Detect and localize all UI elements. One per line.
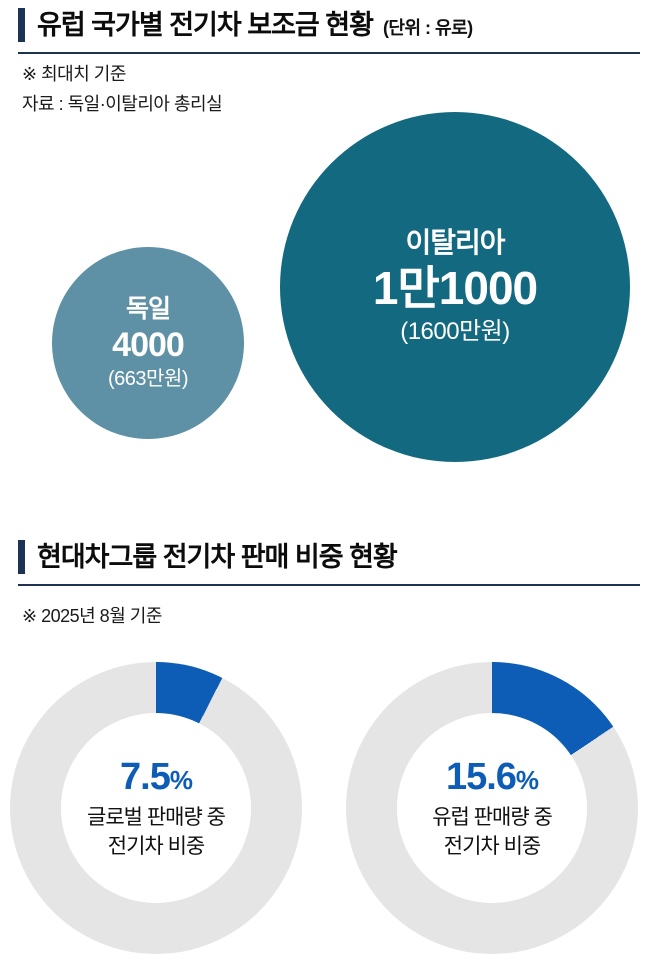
donut-global-share: 7.5% 글로벌 판매량 중 전기차 비중 — [10, 662, 302, 954]
bubble-germany-value: 4000 — [112, 326, 185, 364]
donut-europe-label-1: 유럽 판매량 중 — [432, 805, 553, 829]
section1-note: ※ 최대치 기준 — [22, 64, 126, 84]
section2-title-row: 현대차그룹 전기차 판매 비중 현황 — [18, 540, 640, 574]
bubble-italy-name: 이탈리아 — [405, 227, 505, 258]
donut-global-percent-number: 7.5 — [120, 755, 171, 798]
bubble-italy: 이탈리아 1만1000 (1600만원) — [280, 112, 630, 462]
donut-europe-percent-sign: % — [515, 764, 539, 795]
donut-europe-percent-number: 15.6 — [445, 755, 517, 798]
donut-global-label-2: 전기차 비중 — [107, 834, 205, 858]
bubble-germany-krw: (663만원) — [108, 368, 189, 390]
donut-global-center: 7.5% 글로벌 판매량 중 전기차 비중 — [61, 713, 251, 903]
bubble-italy-krw: (1600만원) — [400, 318, 510, 345]
bubble-germany-name: 독일 — [125, 295, 171, 323]
section2-header: 현대차그룹 전기차 판매 비중 현황 — [18, 540, 640, 586]
section1-header: 유럽 국가별 전기차 보조금 현황 (단위 : 유로) — [18, 8, 640, 54]
donut-europe-label-2: 전기차 비중 — [443, 834, 541, 858]
donut-europe-center: 15.6% 유럽 판매량 중 전기차 비중 — [397, 713, 587, 903]
bubble-italy-value: 1만1000 — [372, 262, 538, 314]
section1-unit: (단위 : 유로) — [382, 18, 473, 38]
section1-title-row: 유럽 국가별 전기차 보조금 현황 (단위 : 유로) — [18, 8, 640, 42]
section1-source: 자료 : 독일·이탈리아 총리실 — [22, 94, 223, 114]
donut-global-percent-sign: % — [169, 764, 193, 795]
section1-title: 유럽 국가별 전기차 보조금 현황 — [37, 10, 374, 40]
section2-note: ※ 2025년 8월 기준 — [22, 606, 162, 626]
section2-title: 현대차그룹 전기차 판매 비중 현황 — [37, 542, 398, 572]
donut-global-label-1: 글로벌 판매량 중 — [87, 805, 226, 829]
donut-europe-share: 15.6% 유럽 판매량 중 전기차 비중 — [346, 662, 638, 954]
donut-europe-percent: 15.6% — [445, 755, 539, 799]
donut-global-percent: 7.5% — [120, 755, 193, 799]
bubble-germany: 독일 4000 (663만원) — [52, 247, 244, 439]
